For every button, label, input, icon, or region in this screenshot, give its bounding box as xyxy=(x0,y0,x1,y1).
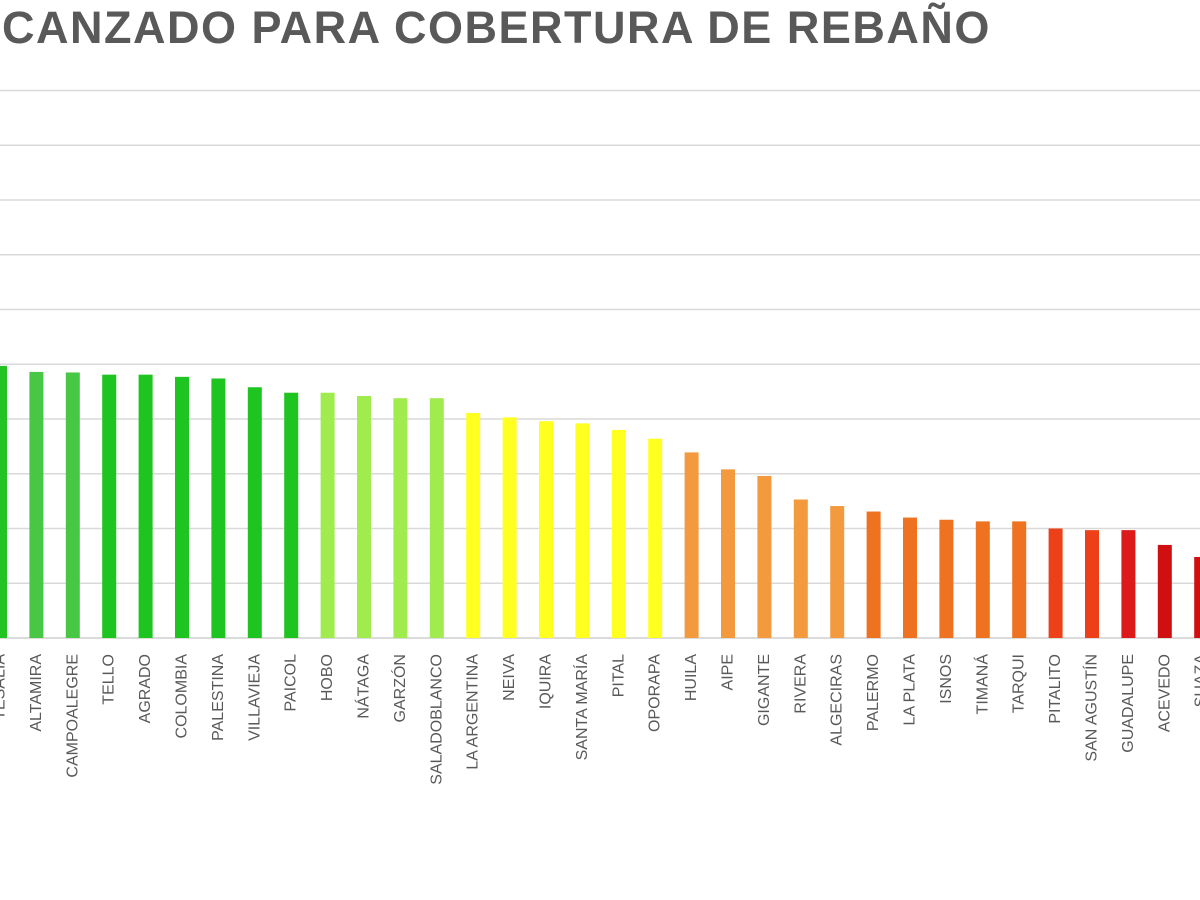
bar xyxy=(138,374,153,638)
category-label: COLOMBIA xyxy=(174,654,191,739)
category-label: ACEVEDO xyxy=(1156,654,1173,732)
category-label: CAMPOALEGRE xyxy=(64,654,81,778)
category-label: ALTAMIRA xyxy=(28,654,45,732)
bar xyxy=(757,475,772,638)
category-label: PALESTINA xyxy=(210,654,227,741)
category-label: SAN AGUSTÍN xyxy=(1082,654,1101,762)
bar xyxy=(539,421,553,638)
bar xyxy=(175,376,189,638)
grid-lines xyxy=(0,89,1200,639)
category-label: LA ARGENTINA xyxy=(465,654,482,770)
category-label: RIVERA xyxy=(792,654,809,714)
category-label: NÁTAGA xyxy=(354,654,373,719)
category-label: ALGECIRAS xyxy=(829,654,846,746)
bar xyxy=(0,365,7,638)
bar xyxy=(247,387,262,638)
category-label: TIMANÁ xyxy=(972,654,991,715)
bar xyxy=(1194,556,1200,638)
bar xyxy=(357,396,371,638)
bars xyxy=(0,365,1200,638)
bar xyxy=(903,517,917,638)
bar xyxy=(284,392,299,638)
bar xyxy=(1157,544,1172,638)
category-label: TARQUI xyxy=(1011,654,1028,713)
category-label: GUADALUPE xyxy=(1120,654,1137,753)
category-label: SALADOBLANCO xyxy=(428,654,445,785)
category-label: PAICOL xyxy=(283,654,300,712)
bar xyxy=(65,372,80,638)
bar xyxy=(1085,530,1099,638)
bar xyxy=(721,469,735,638)
bar xyxy=(611,429,626,638)
bar xyxy=(393,398,408,638)
bar xyxy=(1048,528,1063,638)
category-label: IQUIRA xyxy=(538,654,555,709)
category-label: SANTA MARÍA xyxy=(572,654,591,761)
bar xyxy=(975,521,990,638)
chart-title: CANZADO PARA COBERTURA DE REBAÑO xyxy=(2,2,991,53)
category-label: GIGANTE xyxy=(756,654,773,726)
category-label: GARZÓN xyxy=(390,654,409,722)
bar xyxy=(793,499,808,638)
category-label: TELLO xyxy=(101,654,118,705)
bar xyxy=(429,398,444,638)
bar xyxy=(466,412,481,638)
category-label: HOBO xyxy=(319,654,336,701)
bar xyxy=(102,374,117,638)
category-label: VILLAVIEJA xyxy=(246,654,263,741)
bar xyxy=(684,452,699,638)
bar xyxy=(830,506,845,638)
bar xyxy=(320,392,335,638)
bar xyxy=(939,519,954,638)
category-label: NEIVA xyxy=(501,654,518,701)
category-label: AIPE xyxy=(720,654,737,690)
category-label: ISNOS xyxy=(938,654,955,704)
category-label: HUILA xyxy=(683,654,700,701)
bar xyxy=(211,378,226,638)
category-label: PITAL xyxy=(610,654,627,697)
category-label: AGRADO xyxy=(137,654,154,723)
category-label: OPORAPA xyxy=(647,654,664,732)
bar xyxy=(575,423,590,638)
bar xyxy=(502,417,517,638)
category-label: PITALITO xyxy=(1047,654,1064,724)
bar xyxy=(1012,521,1027,638)
category-label: TESALIA xyxy=(0,654,9,720)
category-label: SUAZA xyxy=(1193,654,1200,708)
category-label: PALERMO xyxy=(865,654,882,731)
bar xyxy=(1121,530,1136,638)
category-label: LA PLATA xyxy=(902,654,919,726)
bar xyxy=(29,371,44,638)
bar xyxy=(648,438,663,638)
bar xyxy=(866,511,881,638)
category-labels: TESALIA ALTAMIRA CAMPOALEGRE TELLO AGRADO COL… xyxy=(0,654,1200,785)
